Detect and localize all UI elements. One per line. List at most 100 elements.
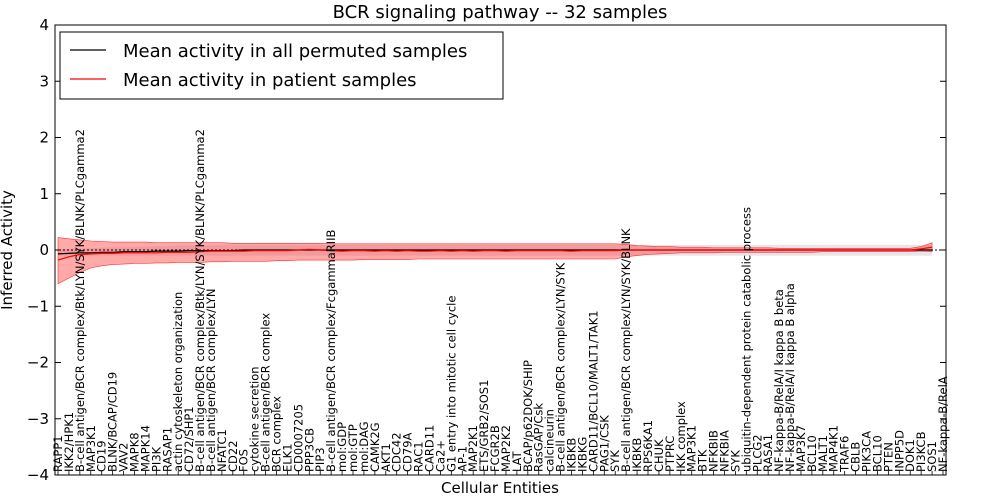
y-tick-label: 1 [39, 185, 49, 203]
x-tick-label: TRAF6 [838, 436, 852, 473]
x-tick-label: ETS/GRB2/SOS1 [477, 380, 491, 472]
y-axis-label: Inferred Activity [0, 190, 16, 310]
x-tick-label: PIK3CA [860, 431, 874, 472]
x-tick-label: NF-kappa-B/RelA/I kappa B alpha [783, 283, 797, 472]
x-tick-label: IKK complex [674, 401, 688, 472]
x-tick-label: NFKBIB [707, 430, 721, 472]
y-tick-label: 2 [39, 129, 49, 147]
x-tick-label: PIP3 [313, 447, 327, 472]
x-tick-label: INPP5D [892, 430, 906, 472]
x-tick-label: B-cell antigen/BCR complex/FcgammaRIIB [324, 229, 338, 472]
patient-band [57, 237, 933, 285]
y-tick-label: 4 [39, 16, 49, 34]
y-axis: −4 −3 −2 −1 0 1 2 3 4 [27, 16, 946, 484]
x-tick-label: mol:DAG [357, 421, 371, 472]
x-tick-label: MAP3K1 [84, 425, 98, 472]
x-tick-label: cytokine secretion [248, 366, 262, 472]
x-tick-label: mol:GDP [335, 422, 349, 472]
x-tick-label: PTEN [881, 442, 895, 472]
x-tick-label: VAV2 [117, 443, 131, 472]
x-tick-label: PLCG2 [750, 434, 764, 472]
x-tick-label: BTK [696, 449, 710, 472]
x-tick-label: CAMK2G [368, 422, 382, 472]
x-tick-label: CARD11/BCL10/MALT1/TAK1 [586, 310, 600, 472]
y-tick-label: −3 [27, 410, 49, 428]
x-tick-label: MAP2K2 [499, 425, 513, 472]
x-tick-label: MAP4K1 [827, 425, 841, 472]
x-tick-label: RasGAP/Csk [532, 403, 546, 472]
x-tick-label: FCGR2B [488, 425, 502, 472]
x-tick-label: BCL10 [805, 435, 819, 472]
x-tick-label: MALT1 [816, 435, 830, 472]
x-tick-label: RASAP1 [160, 427, 174, 472]
legend-box [59, 31, 504, 100]
x-tick-label: PPP3CB [302, 428, 316, 472]
y-tick-label: −1 [27, 297, 49, 315]
x-tick-label: IKBKB [630, 438, 644, 472]
x-tick-label: AP-1 [455, 446, 469, 472]
x-tick-label: BCAP/p62DOK/SHIP [521, 360, 535, 472]
legend: Mean activity in all permuted samples Me… [59, 31, 504, 100]
x-tick-label: RASA1 [761, 434, 775, 472]
y-tick-label: 0 [39, 241, 49, 259]
patient-band-layer [57, 237, 933, 285]
x-tick-label: B-cell antigen/BCR complex/LYN/SYK/BLNK [619, 228, 633, 472]
x-tick-label: CHUK [652, 439, 666, 472]
x-tick-label: SOS1 [925, 441, 939, 472]
x-tick-label: RAC1 [412, 441, 426, 472]
x-tick-label: PAG1/CSK [597, 415, 611, 472]
x-tick-label: BCL10 [870, 435, 884, 472]
x-tick-label: B-cell antigen/BCR complex [259, 313, 273, 472]
y-tick-label: −4 [27, 466, 49, 484]
x-tick-label: SYK [608, 450, 622, 472]
x-tick-label: RPS6KA1 [641, 420, 655, 472]
x-tick-label: actin cytoskeleton organization [171, 292, 185, 472]
x-tick-label: MAP3K7 [794, 425, 808, 472]
x-tick-label: PI3KCB [914, 431, 928, 472]
legend-label-permuted: Mean activity in all permuted samples [123, 41, 467, 62]
legend-label-patient: Mean activity in patient samples [123, 70, 417, 91]
x-tick-label: BLNK/BCAP/CD19 [106, 372, 120, 472]
x-tick-label: CD72/SHP1 [182, 406, 196, 472]
x-axis-label: Cellular Entities [441, 479, 559, 497]
x-tick-label: B-cell antigen/BCR complex/Btk/LYN/SYK/B… [73, 129, 87, 472]
x-tick-label: CD22 [226, 440, 240, 472]
x-tick-label: IKBKB [565, 438, 579, 472]
x-tick-label: MAPK14 [138, 425, 152, 472]
chart-title: BCR signaling pathway -- 32 samples [333, 2, 668, 23]
x-tick-label: DOK1 [903, 439, 917, 472]
y-tick-label: −2 [27, 354, 49, 372]
x-tick-label: CARD11 [423, 425, 437, 472]
x-tick-label: IKK2/HPK1 [62, 412, 76, 472]
x-tick-label: MAP3K1 [685, 425, 699, 472]
line-layer [55, 246, 946, 261]
x-tick-label: NF-kappa-B/RelA/I kappa B beta [772, 289, 786, 472]
x-tick-label: ELK1 [280, 443, 294, 472]
x-tick-label: B-cell antigen/BCR complex/LYN/SYK [554, 262, 568, 472]
x-tick-label: PI3K [149, 446, 163, 472]
x-tick-label: mol:GTP [346, 424, 360, 472]
x-tick-label: LAT [510, 450, 524, 472]
x-tick-label: CBLB [849, 442, 863, 472]
x-tick-label: CD19 [95, 440, 109, 472]
x-tick-label: IKBKG [575, 437, 589, 472]
x-tick-label: NFKBIA [718, 430, 732, 472]
x-tick-label: AKT1 [379, 443, 393, 472]
x-tick-label: NF-kappa-B/RelA [936, 376, 950, 472]
x-tick-label: PTPRC [663, 436, 677, 472]
x-tick-label: B-cell antigen/BCR complex/LYN [204, 288, 218, 472]
x-tick-label: G1 entry into mitotic cell cycle [444, 296, 458, 472]
x-tick-label: Ca2+ [433, 440, 447, 472]
x-tick-label: B-cell antigen/BCR complex/Btk/LYN/SYK/B… [193, 129, 207, 472]
x-tick-label: ubiquitin-dependent protein catabolic pr… [739, 207, 753, 472]
x-tick-label: calcineurin [543, 409, 557, 472]
y-tick-label: 3 [39, 72, 49, 90]
series-line-patient [57, 246, 933, 261]
x-tick-label: MAPK8 [128, 432, 142, 472]
x-tick-label: BCR complex [270, 396, 284, 472]
x-tick-label: CD79A [401, 432, 415, 472]
x-tick-label: SYK [728, 450, 742, 472]
x-tick-label: CDC42 [390, 432, 404, 472]
